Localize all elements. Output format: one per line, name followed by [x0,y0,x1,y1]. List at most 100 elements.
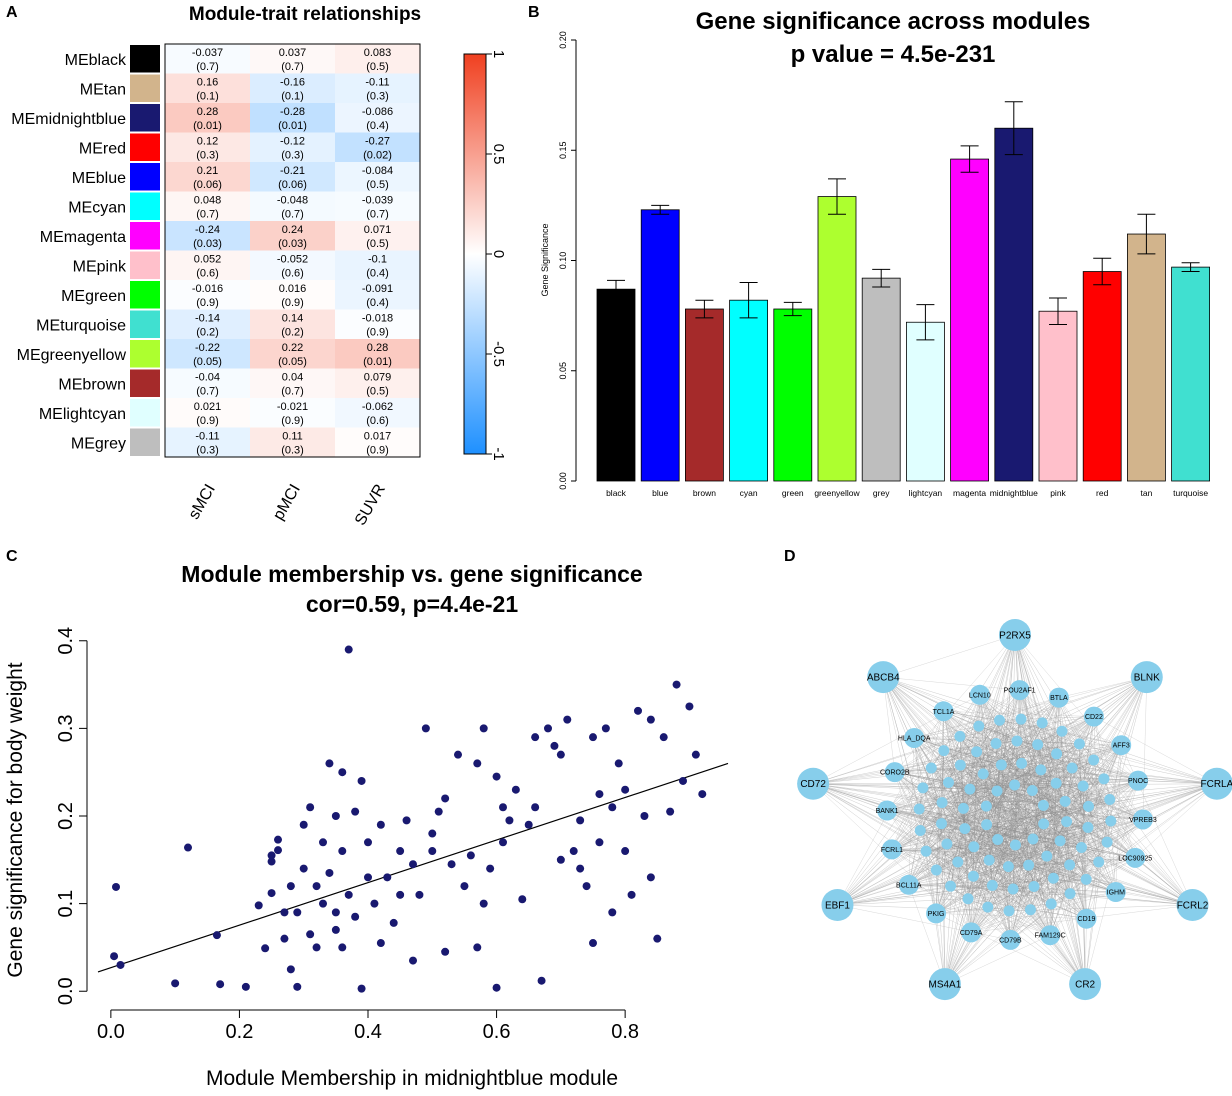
network-edge [979,694,1122,746]
bar [1171,266,1210,482]
network-edge [1037,744,1111,822]
scatter-point [351,912,360,921]
cell-pvalue: (0.2) [281,327,304,339]
heatmap-cell [250,368,335,398]
network-edge [936,711,944,871]
cell-pvalue: (0.5) [366,238,389,250]
module-color-swatch [130,281,160,309]
cell-value: -0.084 [362,165,393,177]
network-node-label: EBF1 [825,901,850,912]
module-color-swatch [130,222,160,250]
network-node-label: P2RX5 [999,631,1031,642]
network-node-small [1054,835,1066,847]
network-node-small [1023,859,1035,871]
network-node-small [1026,784,1038,796]
network-edge [919,808,988,908]
network-edge [979,694,1022,764]
cell-pvalue: (0.9) [281,297,304,309]
network-node-small [1036,717,1048,729]
network-node [1125,847,1146,868]
network-edge [914,737,990,861]
network-node-small [1028,881,1040,893]
heatmap-cell [165,250,250,280]
module-color-swatch [130,310,160,338]
cell-value: -0.091 [362,283,393,295]
network-edge [995,743,1104,779]
network-edge [996,790,1044,824]
network-edge [950,866,1009,887]
network-node-label: HLA_DQA [898,735,931,742]
colorbar-tick-label: 1 [490,50,507,58]
network-edge [963,808,1035,887]
cell-value: -0.04 [195,372,220,384]
scatter-point [351,807,360,816]
cell-value: -0.021 [277,401,308,413]
heatmap-panel: Module-trait relationships MEblack -0.037 (… [11,4,507,528]
cell-pvalue: (0.7) [196,386,219,398]
scatter-point [331,812,340,820]
network-node-small [1037,799,1049,811]
panel-label-b: B [528,4,540,21]
x-tick-label: midnightblue [990,488,1038,498]
network-edge [973,846,1010,911]
cell-pvalue: (0.1) [281,91,304,103]
network-edge [813,783,923,789]
network-edge [973,763,1022,847]
scatter-point [116,960,125,969]
cell-value: 0.052 [194,254,222,266]
network-node-small [1041,850,1053,862]
network-node-label: FCRL2 [1177,901,1209,912]
network-node-label: VPREB3 [1129,817,1157,824]
network-node-small [982,901,994,913]
colorbar-tick-label: -1 [490,447,507,460]
module-color-swatch [130,369,160,397]
network-node-small [1045,898,1057,910]
network-node [884,762,905,783]
network-node-label: LOC90925 [1118,855,1152,862]
scatter-point [364,838,372,847]
colorbar-tick-label: 0 [490,250,507,258]
module-color-swatch [130,399,160,427]
cell-value: 0.071 [364,224,392,236]
cell-pvalue: (0.7) [366,209,389,221]
network-node [821,889,854,921]
network-edge [941,823,1031,910]
network-edge [1093,716,1217,784]
x-tick-label: black [606,488,627,498]
network-edge [1014,634,1087,919]
network-edge [914,676,1147,739]
scatter-point [511,785,520,794]
scatter-point [524,820,533,829]
network-edge [1042,722,1111,822]
scatter-point [241,982,250,991]
cell-pvalue: (0.06) [193,179,222,191]
x-tick-label: green [782,488,804,498]
cell-pvalue: (0.7) [281,386,304,398]
scatter-point [267,889,276,898]
network-node [881,839,902,860]
bar-chart-title: Gene significance across modules [696,8,1091,35]
x-tick-label: turquoise [1173,488,1208,498]
network-node-small [971,746,983,758]
network-node-small [1009,779,1021,791]
scatter-point [428,847,437,856]
heatmap-title: Module-trait relationships [189,4,421,25]
scatter-point [421,724,430,733]
network-edge [1103,778,1136,858]
network-edge [925,736,961,852]
module-color-swatch [130,104,160,132]
scatter-point [672,680,681,689]
heatmap-cell [250,427,335,457]
network-node-label: FCRL1 [881,847,903,854]
network-edge [967,861,1099,899]
network-edge [969,785,1084,790]
heatmap-cell [335,280,420,310]
network-edge [987,856,1047,908]
network-edge [1012,790,1033,890]
network-edge [950,697,1060,887]
scatter-point [589,939,597,948]
network-edge [976,720,1000,752]
network-node-small [913,803,925,815]
cell-value: -0.22 [195,342,220,354]
network-edge [1058,697,1144,820]
